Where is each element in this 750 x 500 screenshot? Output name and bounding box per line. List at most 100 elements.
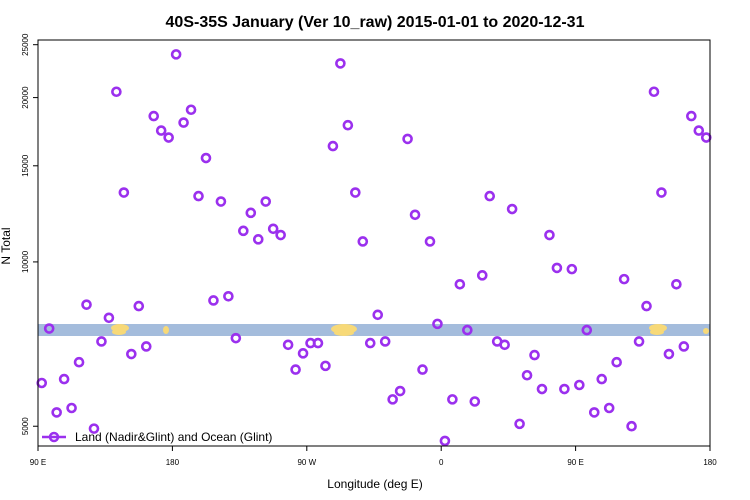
data-point — [439, 435, 451, 447]
data-point — [252, 234, 264, 245]
data-point — [170, 49, 182, 60]
data-point — [700, 132, 712, 143]
data-point — [618, 273, 630, 285]
data-point — [544, 229, 555, 241]
data-point — [364, 337, 376, 349]
data-point — [641, 300, 652, 312]
map-band-layer — [38, 324, 710, 336]
data-point — [633, 336, 645, 347]
data-point — [290, 364, 301, 375]
data-point — [36, 377, 48, 389]
data-point — [671, 278, 682, 290]
data-point — [66, 402, 77, 414]
land-blob — [703, 328, 709, 334]
data-point — [469, 396, 481, 407]
data-point — [163, 132, 174, 143]
data-point — [155, 125, 167, 136]
data-point — [140, 341, 152, 352]
data-point — [133, 300, 145, 312]
x-tick-label: 90 E — [567, 458, 583, 467]
legend-marker-swatch — [48, 431, 60, 443]
data-point — [51, 407, 62, 418]
y-axis-ticks: 5000 10000 15000 20000 25000 — [21, 33, 38, 435]
data-point — [111, 86, 122, 98]
data-point — [499, 339, 510, 351]
chart-title: 40S-35S January (Ver 10_raw) 2015-01-01 … — [166, 14, 585, 31]
legend-entry-label: Land (Nadir&Glint) and Ocean (Glint) — [75, 430, 272, 444]
data-point — [96, 336, 107, 347]
data-point — [394, 385, 406, 397]
data-point — [148, 110, 160, 122]
land-blob — [112, 329, 126, 335]
data-point — [275, 229, 286, 241]
data-point — [409, 209, 421, 221]
y-tick-label: 25000 — [21, 33, 30, 56]
data-point — [521, 369, 533, 381]
data-point — [484, 190, 496, 202]
data-points — [36, 49, 712, 447]
data-point — [260, 196, 272, 207]
data-point — [267, 223, 279, 235]
data-point — [678, 341, 690, 352]
data-point — [559, 383, 570, 395]
data-point — [574, 379, 585, 391]
data-point — [536, 383, 548, 395]
data-point — [282, 339, 294, 351]
x-tick-label: 180 — [166, 458, 180, 467]
data-point — [686, 110, 697, 122]
data-point — [230, 332, 242, 344]
x-axis-label: Longitude (deg E) — [327, 477, 422, 491]
data-point — [335, 58, 346, 69]
data-point — [372, 309, 384, 321]
data-point — [223, 290, 234, 302]
data-point — [118, 187, 130, 198]
data-point — [387, 394, 398, 405]
data-point — [626, 420, 637, 432]
data-point — [603, 402, 615, 414]
data-point — [357, 236, 369, 247]
data-point — [297, 348, 309, 359]
data-point — [514, 418, 525, 430]
y-tick-label: 10000 — [21, 250, 30, 273]
legend: Land (Nadir&Glint) and Ocean (Glint) — [42, 430, 272, 444]
data-point — [350, 187, 361, 198]
data-point — [245, 207, 257, 219]
x-tick-label: 180 — [703, 458, 717, 467]
data-point — [424, 236, 436, 247]
data-point — [58, 373, 70, 385]
data-point — [476, 270, 488, 281]
data-point — [566, 263, 578, 275]
data-point — [312, 337, 324, 349]
data-point — [447, 394, 458, 405]
data-point — [663, 348, 675, 360]
data-point — [88, 423, 100, 434]
data-point — [454, 278, 466, 290]
data-point — [417, 364, 428, 375]
data-point — [81, 299, 92, 310]
data-point — [103, 312, 115, 324]
data-point — [342, 119, 354, 131]
y-tick-label: 5000 — [21, 417, 30, 435]
data-point — [320, 360, 331, 372]
data-point — [379, 336, 391, 347]
data-point — [656, 187, 667, 198]
data-point — [178, 117, 189, 128]
data-point — [200, 152, 212, 164]
data-point — [596, 373, 608, 385]
data-point — [693, 125, 705, 136]
data-point — [432, 318, 443, 330]
data-point — [506, 203, 518, 215]
data-point — [648, 86, 660, 98]
data-point — [588, 407, 600, 418]
data-point — [193, 190, 204, 202]
land-blob — [163, 326, 169, 334]
data-point — [126, 348, 137, 360]
y-tick-label: 15000 — [21, 154, 30, 177]
land-blob — [650, 329, 664, 335]
x-tick-label: 90 E — [30, 458, 46, 467]
data-point — [73, 356, 85, 368]
y-tick-label: 20000 — [21, 86, 30, 109]
x-tick-label: 0 — [439, 458, 444, 467]
x-tick-label: 90 W — [297, 458, 316, 467]
